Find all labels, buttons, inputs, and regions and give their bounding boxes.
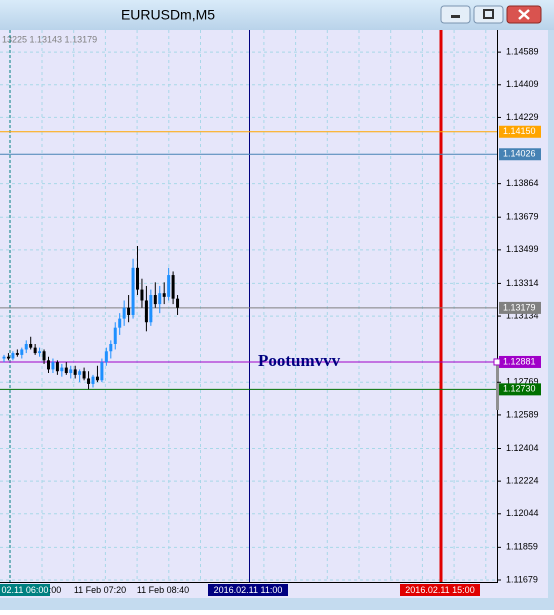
price-label: 1.14150 [503, 126, 536, 136]
line-handle [493, 358, 501, 366]
price-label-box [499, 355, 541, 368]
candle-body [47, 360, 50, 370]
y-tick-label: 1.13314 [506, 278, 539, 288]
candle-body [38, 351, 42, 354]
time-label: :00 [49, 585, 62, 595]
candle-body [122, 307, 126, 319]
candle-body [87, 378, 91, 384]
y-tick-label: 1.11679 [506, 574, 538, 584]
close-icon [518, 9, 530, 20]
minimize-button[interactable] [440, 5, 471, 24]
time-label: 11 Feb 08:40 [137, 585, 189, 595]
vertical-line-label-box [400, 584, 480, 596]
candle-body [64, 367, 68, 374]
candle-body [113, 327, 117, 345]
price-label: 1.12881 [503, 356, 536, 366]
vertical-line-label: 02.11 06:00 [2, 585, 49, 595]
candle-body [104, 351, 108, 363]
candle-body [20, 349, 24, 355]
vertical-line-label: 2016.02.11 15:00 [405, 585, 474, 595]
price-label-box [499, 125, 541, 138]
candle-body [33, 347, 37, 354]
window-title: EURUSDm,M5 [121, 7, 215, 23]
y-tick-label: 1.12404 [506, 443, 539, 453]
price-label-box [499, 148, 541, 161]
y-tick-label: 1.14409 [506, 79, 539, 89]
candle-body [78, 371, 82, 375]
candle-body [91, 376, 95, 384]
price-label: 1.14026 [503, 149, 536, 159]
maximize-icon [483, 9, 494, 19]
vertical-line-label-box [208, 584, 288, 596]
candle-body [109, 344, 113, 352]
chart-background [0, 30, 548, 598]
candle-body [167, 275, 171, 297]
candle-body [118, 318, 122, 328]
candle-body [82, 371, 86, 379]
candle-body [2, 356, 6, 359]
candle-body [55, 362, 59, 372]
candle-body [24, 344, 28, 350]
annotation: Pootumvvv [258, 351, 341, 370]
candle-body [42, 351, 46, 361]
y-tick-label: 1.12589 [506, 409, 539, 419]
candle-body [149, 295, 153, 323]
y-tick-label: 1.14589 [506, 47, 539, 57]
price-label-box [499, 383, 541, 396]
y-tick-label: 1.12224 [506, 476, 539, 486]
y-tick-label: 1.11859 [506, 542, 538, 552]
ohlc-info: 13225 1.13143 1.13179 [2, 34, 97, 44]
candle-body [51, 362, 55, 370]
y-tick-label: 1.14229 [506, 112, 539, 122]
candle-body [127, 307, 131, 315]
price-label-box [499, 301, 541, 314]
vertical-line-label-box [0, 584, 50, 596]
candle-body [144, 300, 148, 323]
candle-body [69, 369, 73, 374]
candle-body [153, 295, 157, 305]
candle-body [95, 376, 99, 381]
price-label: 1.12730 [503, 384, 536, 394]
candle-body [140, 289, 144, 301]
candle-body [158, 293, 162, 305]
y-tick-label: 1.13499 [506, 244, 539, 254]
price-label: 1.13179 [503, 302, 536, 312]
candle-body [100, 362, 104, 381]
candle-body [176, 298, 180, 308]
time-label: 11 Feb 07:20 [74, 585, 126, 595]
plot [0, 30, 497, 582]
title-bar [0, 0, 554, 30]
maximize-button[interactable] [473, 5, 504, 24]
grid [0, 30, 497, 582]
candle-body [162, 293, 166, 297]
candle-body [60, 367, 64, 372]
candle-body [15, 353, 19, 355]
candle-body [6, 356, 10, 359]
candle-body [171, 275, 175, 299]
y-tick-label: 1.13679 [506, 212, 539, 222]
candle-body [136, 267, 139, 290]
candle-body [11, 353, 15, 359]
y-tick-label: 1.13864 [506, 178, 539, 188]
candle-body [29, 344, 33, 348]
y-tick-label: 1.13134 [506, 310, 539, 320]
candle-body [73, 369, 77, 375]
split-handle[interactable] [496, 365, 499, 410]
y-tick-label: 1.12044 [506, 508, 539, 518]
candle-body [131, 267, 135, 315]
y-tick-label: 1.12769 [506, 377, 539, 387]
minimize-icon [451, 15, 460, 18]
vertical-line-label: 2016.02.11 11:00 [214, 585, 283, 595]
